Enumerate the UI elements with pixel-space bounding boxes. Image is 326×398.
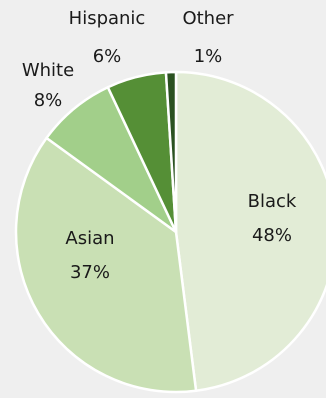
slice-label-black: Black	[248, 191, 297, 212]
pie-slices	[14, 70, 326, 394]
pie-labels: Black 48% Asian 37% White 8% Hispanic 6% Other 1%	[22, 8, 297, 283]
slice-value-asian: 37%	[70, 262, 110, 283]
slice-label-asian: Asian	[65, 228, 114, 249]
slice-value-black: 48%	[252, 225, 292, 246]
pie-slice-black	[174, 70, 326, 392]
slice-value-other: 1%	[194, 46, 223, 67]
slice-label-hispanic: Hispanic	[69, 8, 146, 29]
slice-value-hispanic: 6%	[93, 46, 122, 67]
pie-slice-asian	[14, 136, 198, 394]
slice-value-white: 8%	[34, 90, 63, 111]
slice-label-other: Other	[182, 8, 234, 29]
slice-label-white: White	[22, 60, 74, 81]
pie-slice-other	[164, 70, 178, 234]
